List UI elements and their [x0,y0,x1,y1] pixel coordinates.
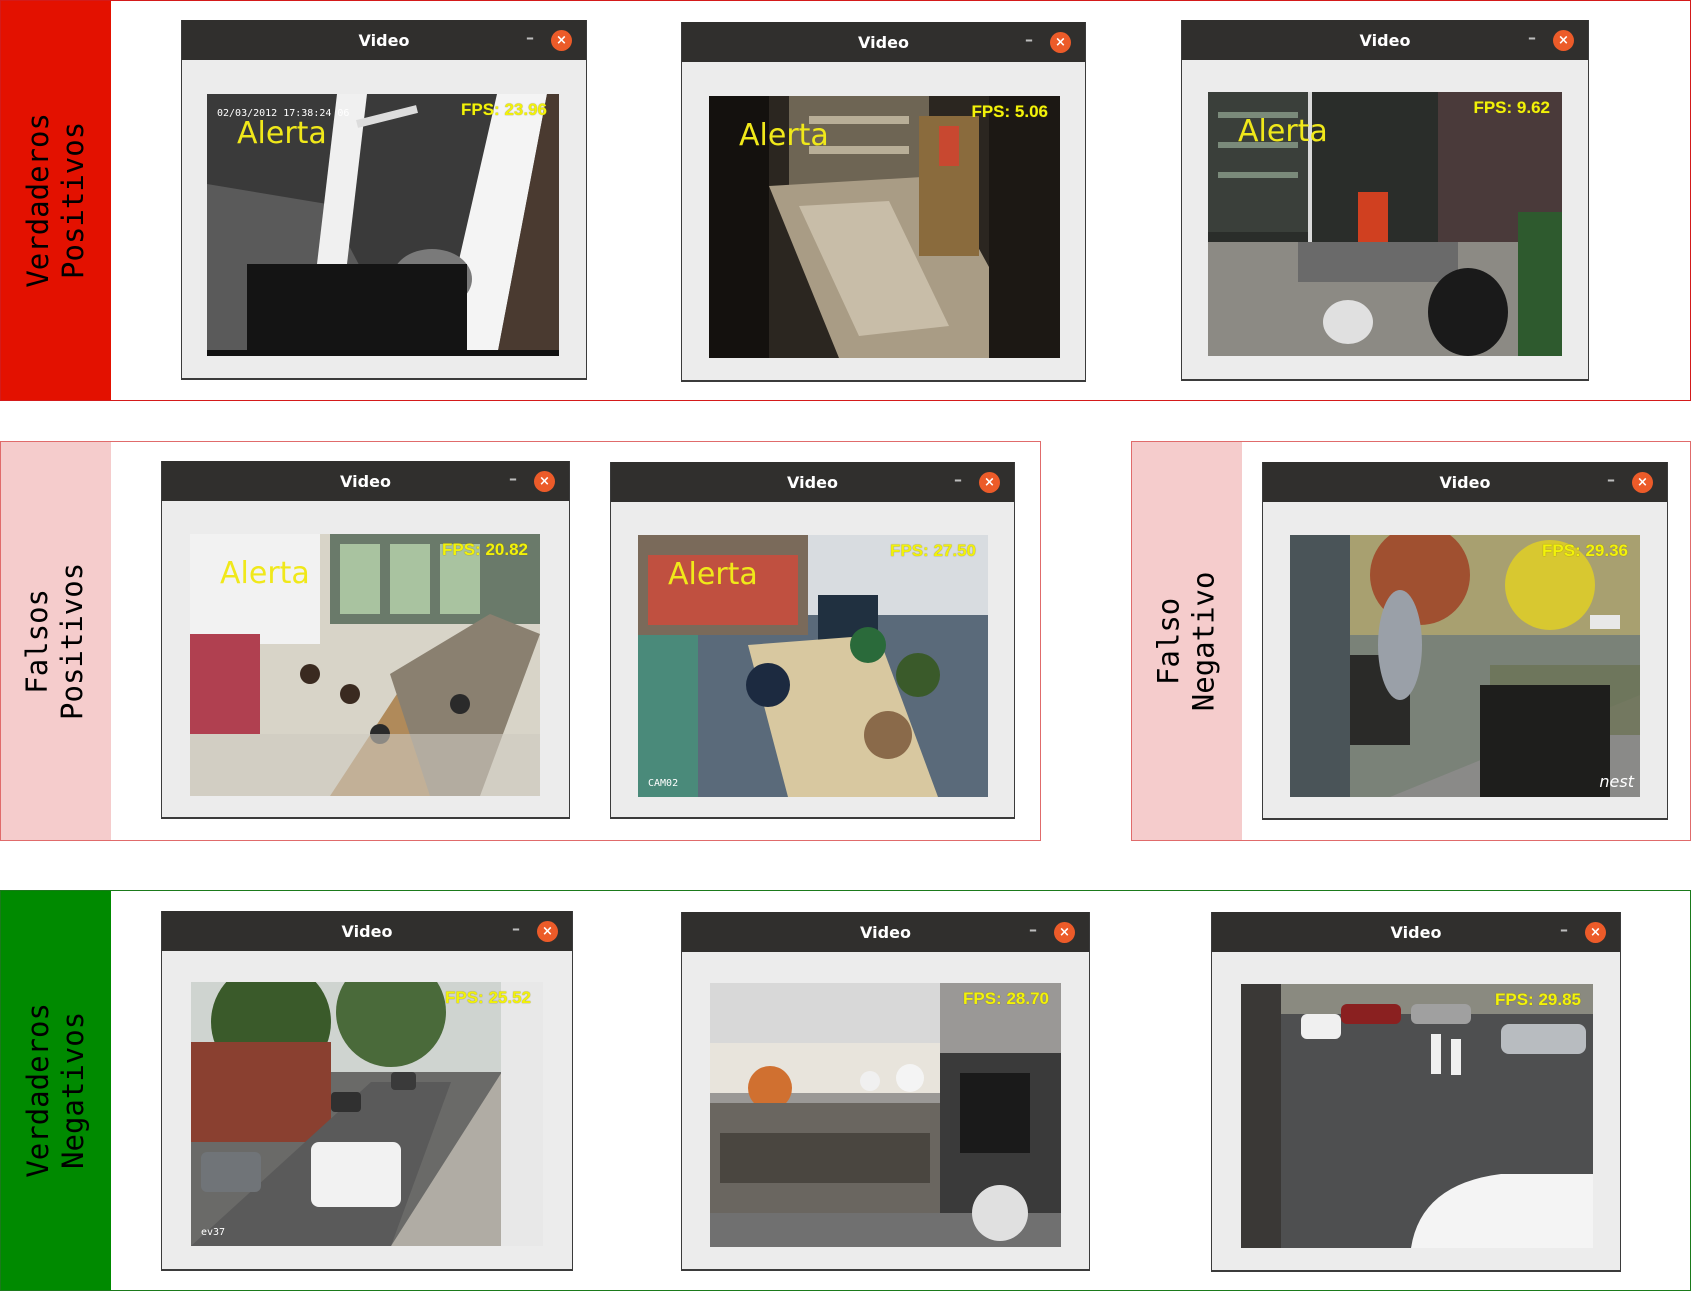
window-title: Video [341,921,393,941]
scene-store-counter [709,96,1060,358]
window-titlebar[interactable]: Video – × [1182,20,1588,60]
close-icon[interactable]: × [1553,30,1574,51]
close-icon[interactable]: × [1632,472,1653,493]
video-window: Video – × FPS: 29.36 nest [1262,462,1668,820]
group-label-band: Verdaderos Negativos [1,891,111,1290]
alert-overlay: Alerta [237,116,327,151]
minimize-icon[interactable]: – [954,470,962,489]
minimize-icon[interactable]: – [1029,920,1037,939]
close-icon[interactable]: × [1585,922,1606,943]
close-icon[interactable]: × [1050,32,1071,53]
window-title: Video [358,30,410,50]
window-title: Video [1390,922,1442,942]
minimize-icon[interactable]: – [512,919,520,938]
video-window: Video – × 02/03/2012 17:38:24 06 Alerta … [181,20,587,380]
window-titlebar[interactable]: Video – × [682,22,1085,62]
video-frame: FPS: 25.52 ev37 [191,982,543,1246]
window-title: Video [340,471,391,491]
window-title: Video [787,472,838,492]
scene-office [638,535,988,797]
scene-porch [1290,535,1640,797]
close-icon[interactable]: × [534,471,555,492]
window-titlebar[interactable]: Video – × [682,912,1089,952]
window-title: Video [1359,30,1411,50]
video-window: Video – × FPS: 25.52 ev37 [161,911,573,1271]
group-label-band: Falsos Positivos [1,442,111,840]
window-titlebar[interactable]: Video – × [162,461,569,501]
alert-overlay: Alerta [220,556,310,591]
window-titlebar[interactable]: Video – × [162,911,572,951]
minimize-icon[interactable]: – [509,469,517,488]
alert-overlay: Alerta [668,557,758,592]
video-frame: FPS: 28.70 [710,983,1061,1247]
fps-overlay: FPS: 25.52 [445,988,531,1007]
window-title: Video [860,922,911,942]
alert-overlay: Alerta [739,118,829,153]
video-frame: FPS: 29.85 [1241,984,1593,1248]
close-icon[interactable]: × [1054,922,1075,943]
window-titlebar[interactable]: Video – × [1212,912,1620,952]
minimize-icon[interactable]: – [1025,30,1033,49]
video-window: Video – × FPS: 29.85 [1211,912,1621,1272]
group-label-band: Falso Negativo [1132,442,1242,840]
timestamp-overlay: 02/03/2012 17:38:24 06 [217,108,350,119]
minimize-icon[interactable]: – [526,28,534,47]
video-window: Video – × FPS: 28.70 [681,912,1090,1271]
video-frame: Alerta FPS: 27.50 CAM02 [638,535,988,797]
camera-id-overlay: CAM02 [648,778,679,789]
close-icon[interactable]: × [551,30,572,51]
minimize-icon[interactable]: – [1528,28,1536,47]
close-icon[interactable]: × [537,921,558,942]
video-frame: Alerta FPS: 20.82 [190,534,540,796]
minimize-icon[interactable]: – [1607,470,1615,489]
window-titlebar[interactable]: Video – × [1263,462,1667,502]
window-title: Video [858,32,909,52]
group-label-band: Verdaderos Positivos [1,1,111,400]
fps-overlay: FPS: 29.85 [1495,990,1581,1009]
video-frame: Alerta FPS: 9.62 [1208,92,1562,356]
fps-overlay: FPS: 27.50 [890,541,976,560]
group-false-negative: Falso Negativo Video – × FPS: 29.36 [1131,441,1691,841]
video-window: Video – × Alerta FPS: 20.8 [161,461,570,819]
scene-convenience-store [1208,92,1562,356]
fps-overlay: FPS: 5.06 [971,102,1048,121]
scene-parking-lot [1241,984,1593,1248]
group-true-negatives: Verdaderos Negativos Video – × [0,890,1691,1291]
group-label: Verdaderos Positivos [20,113,91,288]
scene-bakery [190,534,540,796]
watermark-overlay: nest [1599,772,1634,791]
window-titlebar[interactable]: Video – × [611,462,1014,502]
fps-overlay: FPS: 23.96 [461,100,547,119]
video-frame: FPS: 29.36 nest [1290,535,1640,797]
scene-street [191,982,543,1246]
video-frame: Alerta FPS: 5.06 [709,96,1060,358]
fps-overlay: FPS: 20.82 [442,540,528,559]
fps-overlay: FPS: 9.62 [1473,98,1550,117]
close-icon[interactable]: × [979,472,1000,493]
group-label: Falsos Positivos [20,562,91,720]
scene-dark-door [207,94,559,356]
fps-overlay: FPS: 29.36 [1542,541,1628,560]
fps-overlay: FPS: 28.70 [963,989,1049,1008]
video-window: Video – × Alerta FPS: 9.62 [1181,20,1589,381]
minimize-icon[interactable]: – [1560,920,1568,939]
scene-register [710,983,1061,1247]
group-false-positives: Falsos Positivos Video – × [0,441,1041,841]
window-title: Video [1439,472,1491,492]
group-label: Falso Negativo [1151,571,1221,711]
window-titlebar[interactable]: Video – × [182,20,586,60]
alert-overlay: Alerta [1238,114,1328,149]
group-true-positives: Verdaderos Positivos Video – × 02/03/201… [0,0,1691,401]
group-label: Verdaderos Negativos [20,1003,91,1178]
video-window: Video – × Alerta FPS: 27.50 CAM02 [610,462,1015,819]
video-frame: 02/03/2012 17:38:24 06 Alerta FPS: 23.96 [207,94,559,356]
camera-id-overlay: ev37 [201,1227,226,1238]
video-window: Video – × Alerta FPS: 5.06 [681,22,1086,382]
